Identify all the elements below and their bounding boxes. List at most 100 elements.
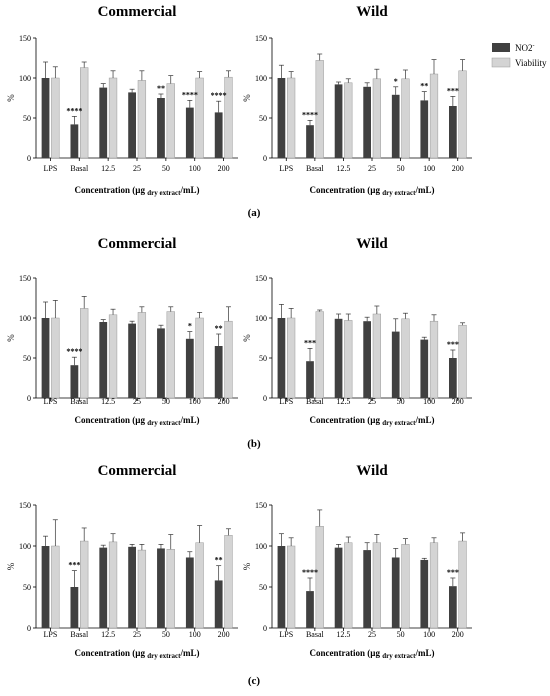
bar-no2 <box>420 100 429 158</box>
x-tick-label: 200 <box>218 164 230 173</box>
y-tick-label: 100 <box>19 74 31 83</box>
significance-label: **** <box>182 90 198 99</box>
bar-viability <box>344 82 353 159</box>
bar-no2 <box>128 323 136 398</box>
x-tick-label: 200 <box>452 164 464 173</box>
bar-no2 <box>157 98 165 158</box>
x-tick-label: LPS <box>279 630 293 639</box>
bar-no2 <box>420 339 429 398</box>
bar-viability <box>166 549 175 629</box>
bar-no2 <box>128 92 136 158</box>
x-tick-label: 50 <box>397 397 405 406</box>
x-tick-label: LPS <box>279 164 293 173</box>
bar-no2 <box>420 559 429 628</box>
x-axis-label: Concentration (µg dry extract/mL) <box>75 648 200 660</box>
chart-title: Commercial <box>98 4 177 20</box>
y-tick-label: 100 <box>19 314 31 323</box>
bar-viability <box>458 70 467 159</box>
y-tick-label: 0 <box>263 624 267 633</box>
chart-panel-5: Commercial 0 50 100 150% LPS Basal *** 12.5 25 50 1… <box>6 463 238 660</box>
x-tick-label: 25 <box>368 397 376 406</box>
x-tick-label: Basal <box>306 164 325 173</box>
significance-label: ** <box>420 82 428 91</box>
x-tick-label: 100 <box>189 164 201 173</box>
bar-no2 <box>41 78 50 158</box>
x-tick-label: 200 <box>452 630 464 639</box>
bar-viability <box>287 545 296 629</box>
x-axis-label-end: /mL) <box>179 185 199 195</box>
x-tick-label: Basal <box>70 164 89 173</box>
x-tick-label: 100 <box>189 630 201 639</box>
x-axis-label: Concentration (µg dry extract/mL) <box>310 415 435 427</box>
bar-no2 <box>391 94 400 158</box>
x-tick-label: 100 <box>423 630 435 639</box>
bar-viability <box>108 77 118 159</box>
x-tick-label: 50 <box>397 164 405 173</box>
significance-label: *** <box>447 568 459 577</box>
y-axis-label: % <box>6 562 16 570</box>
x-axis-label-end: /mL) <box>414 415 434 425</box>
y-tick-label: 50 <box>23 354 31 363</box>
bar-no2 <box>128 546 136 628</box>
x-axis-label-end: /mL) <box>179 415 199 425</box>
bar-viability <box>315 60 324 159</box>
x-tick-label: 100 <box>423 397 435 406</box>
x-tick-label: 200 <box>218 630 230 639</box>
x-axis-label: Concentration (µg dry extract/mL) <box>310 185 435 197</box>
x-tick-label: 12.5 <box>101 164 115 173</box>
x-tick-label: 25 <box>368 630 376 639</box>
significance-label: * <box>188 322 192 331</box>
y-tick-label: 100 <box>255 542 267 551</box>
chart-title: Wild <box>356 463 388 479</box>
bar-viability <box>195 317 204 399</box>
bar-no2 <box>99 87 108 158</box>
panel-label: (c) <box>248 675 261 687</box>
bar-viability <box>429 542 439 629</box>
significance-label: *** <box>447 86 459 95</box>
bar-no2 <box>214 346 223 398</box>
x-axis-label-end: /mL) <box>179 648 199 658</box>
bar-no2 <box>363 86 371 158</box>
bar-no2 <box>277 318 286 398</box>
y-tick-label: 100 <box>255 314 267 323</box>
bar-viability <box>224 535 233 629</box>
x-axis-label-sub: dry extract <box>382 419 416 427</box>
chart-panel-3: Commercial 0 50 100 150% LPS Basal **** 12.5 25 50… <box>6 236 238 427</box>
x-axis-label-main: Concentration (µg <box>75 648 148 658</box>
bar-viability <box>344 542 353 629</box>
bar-viability <box>137 549 147 629</box>
y-tick-label: 50 <box>259 114 267 123</box>
bar-no2 <box>334 547 343 628</box>
significance-label: ** <box>157 84 165 93</box>
x-tick-label: Basal <box>70 630 89 639</box>
bar-viability <box>51 317 60 399</box>
bar-viability <box>137 312 147 399</box>
legend-label-no2: NO2- <box>515 43 535 53</box>
significance-label: ** <box>215 556 223 565</box>
bar-no2 <box>70 587 79 628</box>
significance-label: **** <box>66 106 82 115</box>
bar-no2 <box>214 580 223 628</box>
x-tick-label: 100 <box>423 164 435 173</box>
significance-label: *** <box>304 338 316 347</box>
bar-viability <box>195 542 204 629</box>
y-tick-label: 50 <box>23 114 31 123</box>
chart-title: Wild <box>356 4 388 20</box>
y-tick-label: 150 <box>19 274 31 283</box>
bar-no2 <box>306 361 314 398</box>
significance-label: **** <box>66 347 82 356</box>
bar-viability <box>458 540 467 629</box>
x-tick-label: 12.5 <box>336 397 350 406</box>
x-tick-label: 200 <box>452 397 464 406</box>
bar-viability <box>372 542 381 629</box>
bar-viability <box>429 320 439 399</box>
y-tick-label: 0 <box>27 394 31 403</box>
bar-no2 <box>41 546 50 628</box>
x-axis-label-sub: dry extract <box>147 419 181 427</box>
legend-label-text: Viability <box>515 58 547 68</box>
legend-label-viability: Viability <box>515 58 547 68</box>
x-axis-label: Concentration (µg dry extract/mL) <box>75 415 200 427</box>
x-axis-label-sub: dry extract <box>147 189 181 197</box>
panel-label: (a) <box>248 207 261 219</box>
